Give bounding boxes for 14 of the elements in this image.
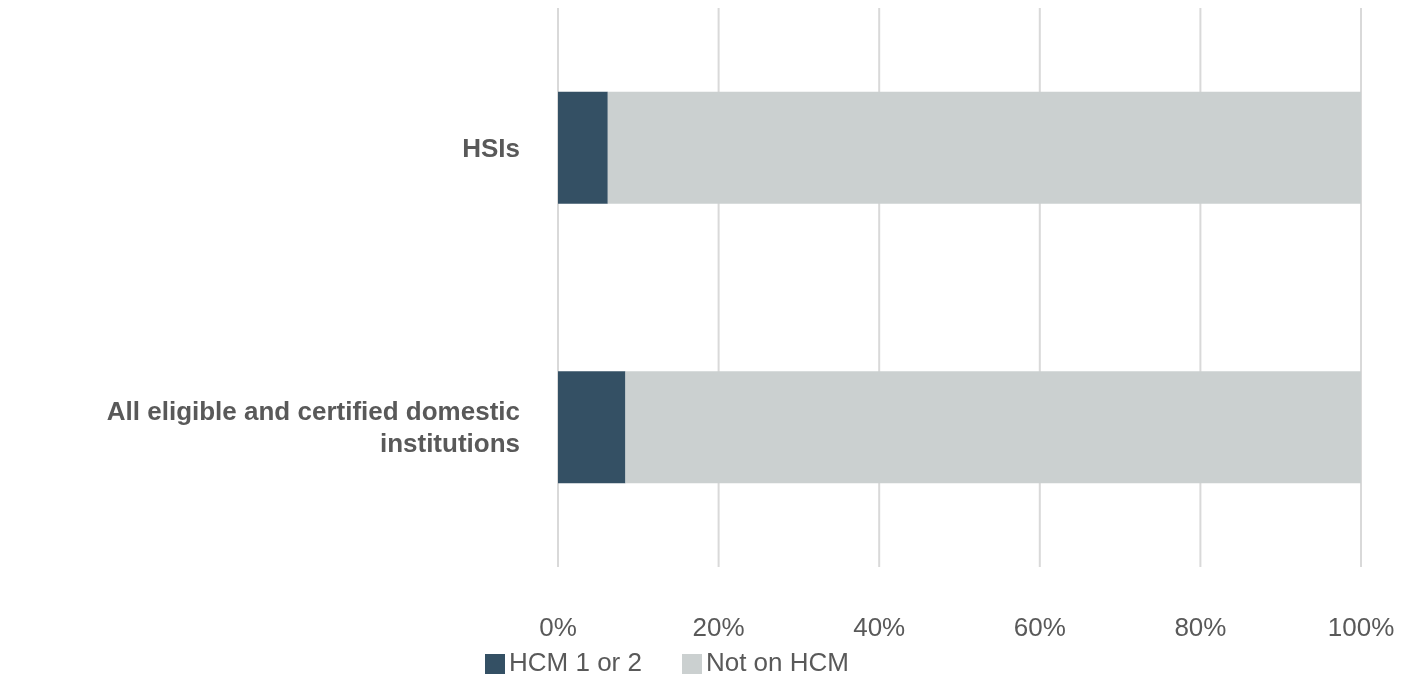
y-tick-label: All eligible and certified domestic institutions [106,396,520,459]
x-tick-label: 20% [692,612,745,643]
bar [558,91,608,204]
bar [558,371,626,484]
legend-label: HCM 1 or 2 [509,647,642,677]
bar [607,91,1361,204]
x-tick-label: 80% [1174,612,1227,643]
x-tick-label: 60% [1013,612,1066,643]
x-tick-label: 0% [539,612,577,643]
bar [625,371,1361,484]
x-tick-label: 40% [853,612,906,643]
x-tick-label: 100% [1327,612,1395,643]
y-tick-label: HSIs [462,132,520,163]
legend-label: Not on HCM [705,647,849,677]
